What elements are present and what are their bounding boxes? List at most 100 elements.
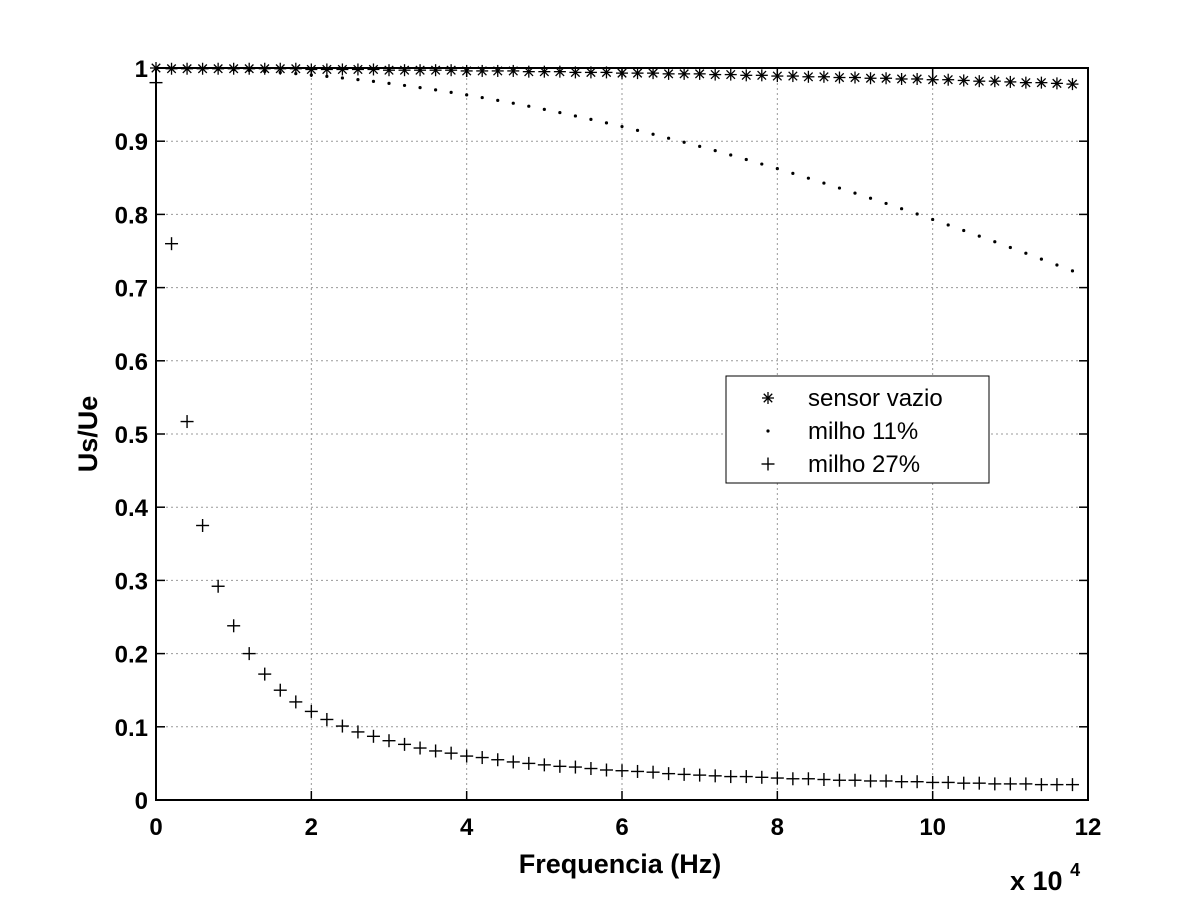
- data-point: [445, 64, 458, 77]
- data-point: [724, 68, 737, 81]
- data-point: [305, 63, 318, 76]
- x-tick-label: 2: [305, 814, 318, 841]
- data-point: [154, 66, 158, 70]
- data-point: [273, 683, 287, 697]
- y-tick-label: 0.3: [115, 568, 148, 595]
- data-point: [506, 755, 520, 769]
- data-point: [491, 64, 504, 77]
- data-point: [724, 770, 738, 784]
- data-point: [775, 167, 779, 171]
- data-point: [946, 223, 950, 227]
- data-point: [615, 764, 629, 778]
- y-tick-label: 0.8: [115, 202, 148, 229]
- data-point: [941, 775, 955, 789]
- data-point: [383, 64, 395, 77]
- data-point: [806, 176, 811, 180]
- data-point: [387, 81, 391, 85]
- data-point: [165, 237, 179, 251]
- data-point: [366, 729, 380, 743]
- data-point: [879, 774, 893, 788]
- data-point: [475, 751, 489, 765]
- data-point: [1004, 75, 1017, 88]
- data-point: [196, 519, 210, 532]
- data-point: [294, 72, 298, 76]
- data-point: [993, 240, 997, 244]
- data-point: [413, 741, 427, 755]
- data-point: [336, 63, 349, 76]
- data-point: [1024, 251, 1028, 255]
- data-point: [853, 191, 857, 195]
- x-tick-label: 10: [919, 814, 946, 841]
- data-point: [755, 770, 769, 784]
- data-point: [709, 68, 722, 81]
- data-point: [972, 776, 986, 790]
- legend-label: milho 27%: [808, 451, 920, 478]
- data-point: [542, 107, 546, 111]
- y-tick-label: 0.7: [115, 276, 148, 303]
- data-point: [402, 83, 407, 88]
- data-point: [149, 76, 163, 90]
- series-0: [150, 62, 1079, 91]
- data-point: [647, 67, 660, 80]
- data-point: [957, 74, 970, 87]
- data-point: [833, 71, 846, 84]
- data-point: [398, 737, 412, 751]
- data-point: [1034, 778, 1048, 792]
- series-2: [149, 76, 1079, 792]
- data-point: [1039, 257, 1043, 261]
- legend-marker: [762, 392, 774, 404]
- x-axis-label: Frequencia (Hz): [519, 849, 722, 879]
- data-point: [1008, 245, 1012, 250]
- data-point: [770, 771, 784, 785]
- data-point: [817, 773, 831, 787]
- data-point: [568, 760, 582, 774]
- y-tick-label: 0.4: [115, 495, 149, 522]
- data-point: [460, 64, 473, 77]
- data-point: [320, 712, 334, 726]
- legend-box: [725, 375, 990, 484]
- y-tick-label: 0.9: [115, 129, 148, 156]
- data-point: [465, 93, 469, 97]
- data-point: [915, 212, 919, 216]
- legend: sensor vazio milho 11% milho 27%: [725, 375, 990, 484]
- legend-label: milho 11%: [808, 418, 918, 445]
- data-point: [351, 725, 365, 739]
- legend-label: sensor vazio: [808, 385, 943, 412]
- data-point: [760, 162, 764, 166]
- data-point: [538, 65, 551, 78]
- data-point: [693, 768, 707, 782]
- data-point: [1070, 269, 1075, 273]
- data-point: [367, 63, 380, 76]
- data-point: [791, 171, 795, 176]
- data-point: [569, 66, 582, 79]
- data-point: [496, 98, 500, 102]
- data-point: [832, 773, 846, 787]
- y-tick-label: 0.6: [115, 349, 148, 376]
- data-point: [988, 75, 1001, 88]
- y-tick-label: 0.2: [115, 642, 148, 669]
- data-point: [589, 117, 593, 121]
- data-point: [884, 201, 888, 206]
- data-point: [511, 101, 515, 105]
- data-point: [988, 777, 1002, 791]
- data-point: [429, 744, 443, 758]
- data-point: [1065, 778, 1079, 792]
- data-point: [744, 157, 748, 162]
- data-point: [537, 758, 551, 772]
- data-point: [247, 68, 251, 73]
- data-point: [325, 74, 329, 78]
- data-point: [340, 76, 344, 80]
- data-point: [771, 70, 784, 83]
- data-point: [558, 110, 562, 115]
- data-point: [180, 415, 194, 429]
- data-point: [444, 746, 458, 760]
- data-point: [698, 144, 702, 148]
- x-multiplier: x 10 4: [1010, 860, 1080, 896]
- data-point: [677, 767, 691, 781]
- data-point: [243, 62, 256, 75]
- data-point: [931, 217, 935, 222]
- data-point: [1019, 777, 1033, 791]
- data-point: [185, 66, 189, 70]
- data-point: [320, 63, 333, 76]
